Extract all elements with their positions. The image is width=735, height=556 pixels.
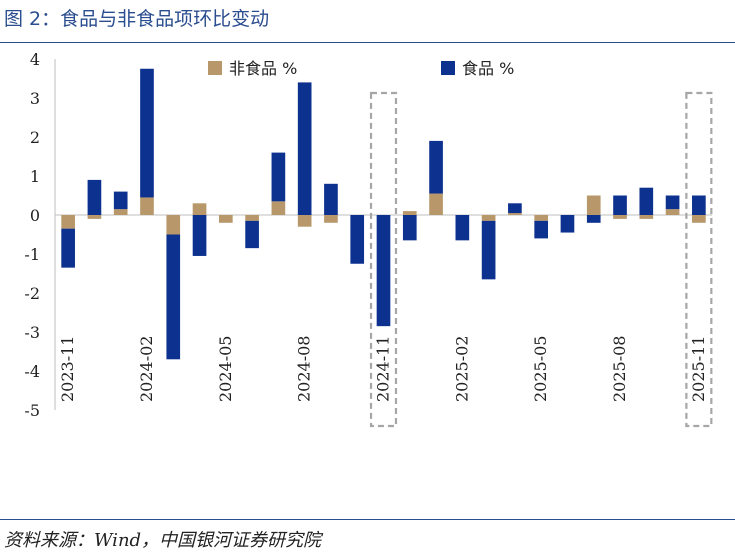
bar-food [481, 220, 496, 280]
bar-food [560, 215, 575, 233]
x-tick-label: 2025-02 [452, 336, 471, 402]
bar-non-food [665, 209, 680, 215]
bar-food [429, 140, 443, 194]
bar-non-food [61, 215, 75, 229]
bar-non-food [586, 195, 601, 215]
y-tick-label: 3 [30, 89, 40, 108]
x-tick-label: 2024-02 [137, 336, 156, 402]
bar-non-food [639, 215, 654, 219]
y-tick-label: -4 [24, 362, 40, 381]
bar-non-food [613, 215, 627, 219]
x-tick-label: 2025-05 [531, 336, 550, 402]
bar-food [639, 187, 654, 215]
y-tick-label: -1 [24, 245, 40, 264]
x-tick-label: 2024-11 [374, 336, 393, 402]
bar-non-food [218, 215, 233, 223]
highlight-layer [369, 91, 713, 428]
bar-food [455, 215, 470, 241]
bar-non-food [245, 215, 259, 221]
legend-swatch-food [441, 61, 455, 75]
bars-layer [61, 68, 706, 360]
bar-food [692, 195, 706, 215]
y-tick-label: 4 [30, 50, 40, 69]
bar-food [140, 68, 154, 198]
bar-non-food [192, 203, 207, 215]
y-tick-label: 1 [30, 167, 40, 186]
x-tick-label: 2023-11 [58, 336, 77, 402]
bar-non-food [692, 215, 706, 223]
legend-label-non-food: 非食品 % [229, 59, 297, 78]
legend: 非食品 % 食品 % [208, 59, 514, 78]
bar-food [61, 228, 75, 268]
bottom-rule [0, 519, 735, 520]
y-tick-label: -5 [24, 401, 40, 420]
x-tick-label: 2025-08 [610, 336, 629, 402]
bar-chart: 4 3 2 1 0 -1 -2 -3 -4 -5 2023-11 2024-02 2024-05 2024… [24, 50, 713, 428]
bar-non-food [166, 215, 181, 235]
bar-non-food [87, 215, 102, 219]
legend-label-food: 食品 % [462, 59, 514, 78]
bar-food [376, 215, 391, 327]
bar-food [113, 191, 128, 210]
bar-food [508, 203, 522, 214]
bar-non-food [402, 211, 417, 215]
bar-food [324, 183, 338, 215]
bar-non-food [271, 201, 286, 215]
highlight-box [369, 91, 398, 428]
bar-food [192, 215, 207, 256]
y-tick-label: -2 [24, 284, 40, 303]
bar-non-food [140, 197, 154, 215]
bar-food [613, 195, 627, 215]
bar-food [350, 215, 365, 264]
x-tick-label: 2025-11 [689, 336, 708, 402]
highlight-box [685, 91, 713, 428]
axis-layer: 4 3 2 1 0 -1 -2 -3 -4 -5 2023-11 2024-02 2024-05 2024… [24, 50, 712, 420]
bar-food [534, 220, 549, 239]
bar-non-food [534, 215, 549, 221]
x-tick-label: 2024-08 [295, 336, 314, 402]
bar-food [245, 220, 259, 249]
bar-non-food [324, 215, 338, 223]
top-rule [0, 42, 735, 43]
bar-non-food [297, 215, 312, 227]
bar-food [402, 215, 417, 241]
y-tick-label: -3 [24, 323, 40, 342]
y-tick-label: 2 [30, 128, 40, 147]
bar-food [166, 234, 181, 360]
legend-swatch-non-food [208, 61, 222, 75]
bar-food [271, 152, 286, 202]
bar-food [87, 179, 102, 215]
bar-food [586, 215, 601, 223]
y-tick-label: 0 [30, 206, 40, 225]
bar-food [297, 82, 312, 216]
bar-non-food [429, 193, 443, 215]
figure-title: 图 2：食品与非食品项环比变动 [4, 8, 270, 30]
source-note: 资料来源：Wind，中国银河证券研究院 [4, 530, 322, 551]
bar-food [665, 195, 680, 210]
x-tick-label: 2024-05 [216, 336, 235, 402]
bar-non-food [481, 215, 496, 221]
bar-non-food [113, 209, 128, 215]
bar-non-food [508, 213, 522, 215]
